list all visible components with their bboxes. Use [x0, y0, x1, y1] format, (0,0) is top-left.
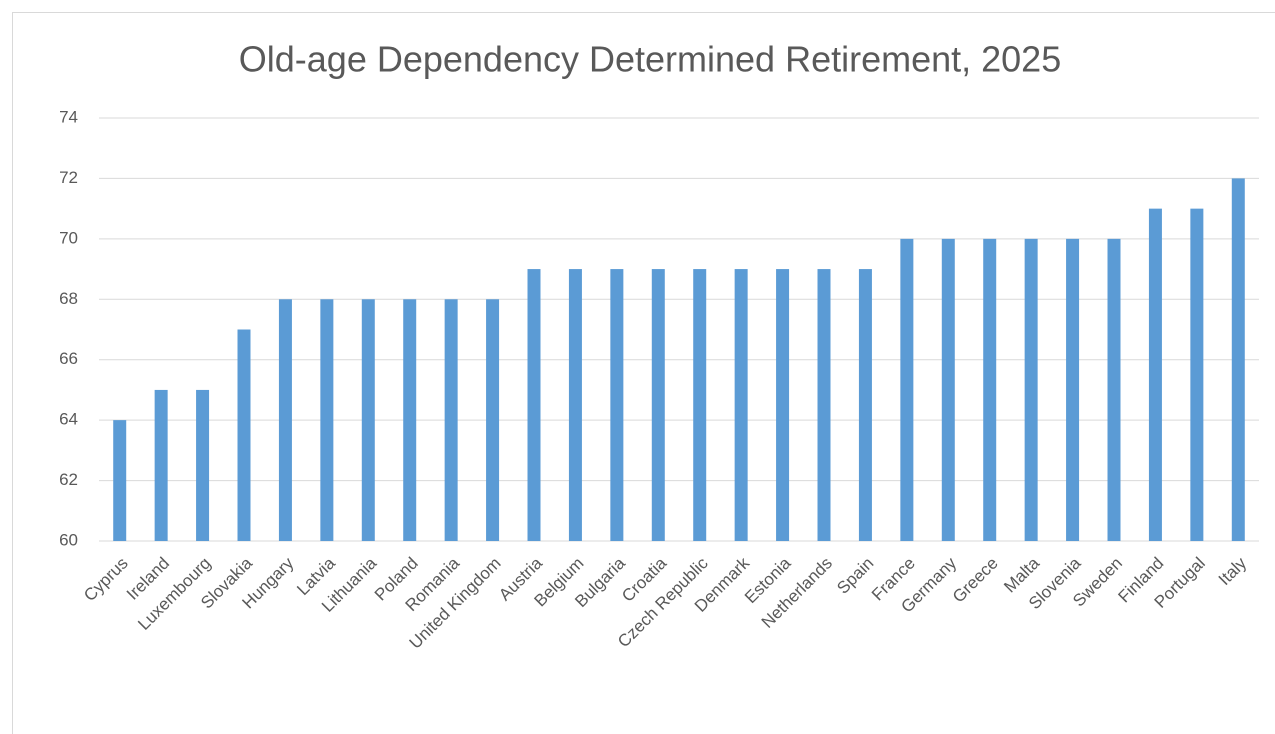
bar — [1231, 178, 1245, 541]
bar — [983, 238, 997, 541]
bar — [734, 269, 748, 541]
y-tick-label: 64 — [59, 410, 78, 429]
bar — [1024, 238, 1038, 541]
bar — [113, 420, 127, 541]
y-tick-label: 70 — [59, 228, 78, 247]
bar — [941, 238, 955, 541]
bar — [527, 269, 541, 541]
bar — [154, 389, 168, 541]
bar — [1190, 208, 1204, 541]
y-tick-label: 74 — [59, 107, 78, 126]
bar — [651, 269, 665, 541]
chart-frame — [12, 12, 1275, 734]
bar — [196, 389, 210, 541]
bar — [237, 329, 251, 541]
bar — [817, 269, 831, 541]
bar — [900, 238, 914, 541]
bar — [1066, 238, 1080, 541]
bar — [1107, 238, 1121, 541]
bar — [486, 299, 500, 541]
bar — [610, 269, 624, 541]
bar — [858, 269, 872, 541]
bar — [278, 299, 292, 541]
bar — [403, 299, 417, 541]
bar — [444, 299, 458, 541]
bar — [1148, 208, 1162, 541]
bar — [568, 269, 582, 541]
bar — [693, 269, 707, 541]
y-tick-label: 68 — [59, 289, 78, 308]
bar — [361, 299, 375, 541]
chart-title: Old-age Dependency Determined Retirement… — [239, 39, 1061, 80]
y-tick-label: 62 — [59, 470, 78, 489]
bar — [776, 269, 790, 541]
y-tick-label: 66 — [59, 349, 78, 368]
y-tick-label: 72 — [59, 168, 78, 187]
bar — [320, 299, 334, 541]
y-tick-label: 60 — [59, 530, 78, 549]
